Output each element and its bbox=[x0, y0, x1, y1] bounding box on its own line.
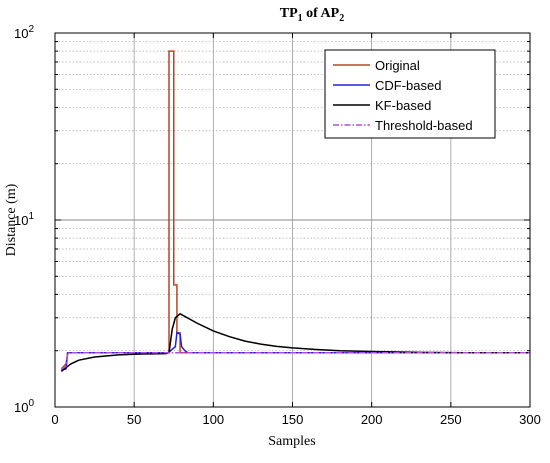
legend: Original CDF-based KF-based Threshold-based bbox=[324, 49, 496, 139]
y-tick-label: 100 bbox=[14, 398, 34, 415]
series-line-threshold-based bbox=[60, 352, 530, 370]
legend-label: KF-based bbox=[375, 98, 431, 113]
x-tick-label: 100 bbox=[202, 412, 224, 427]
legend-label: Original bbox=[375, 58, 420, 73]
legend-label: CDF-based bbox=[375, 78, 441, 93]
legend-label: Threshold-based bbox=[375, 118, 473, 133]
x-tick-label: 150 bbox=[282, 412, 304, 427]
x-tick-label: 250 bbox=[440, 412, 462, 427]
x-tick-label: 50 bbox=[127, 412, 141, 427]
series-line-kf-based bbox=[60, 312, 530, 372]
y-tick-label: 102 bbox=[14, 24, 34, 41]
series-lines bbox=[60, 50, 530, 372]
x-tick-label: 0 bbox=[51, 412, 58, 427]
x-axis-label: Samples bbox=[268, 434, 315, 449]
ticks bbox=[54, 33, 531, 407]
title-sub-1: 1 bbox=[298, 13, 303, 24]
x-tick-label: 300 bbox=[519, 412, 541, 427]
chart-title: TP1 of AP2 bbox=[280, 6, 344, 24]
y-tick-label: 101 bbox=[14, 211, 34, 228]
y-tick-labels: 100 101 102 bbox=[14, 24, 34, 415]
y-axis-label: Distance (m) bbox=[4, 183, 19, 256]
title-mid: of AP bbox=[303, 6, 340, 21]
x-tick-labels: 0 50 100 150 200 250 300 bbox=[51, 412, 540, 427]
x-tick-label: 200 bbox=[361, 412, 383, 427]
title-main: TP bbox=[280, 6, 298, 21]
title-sub-2: 2 bbox=[339, 13, 344, 24]
